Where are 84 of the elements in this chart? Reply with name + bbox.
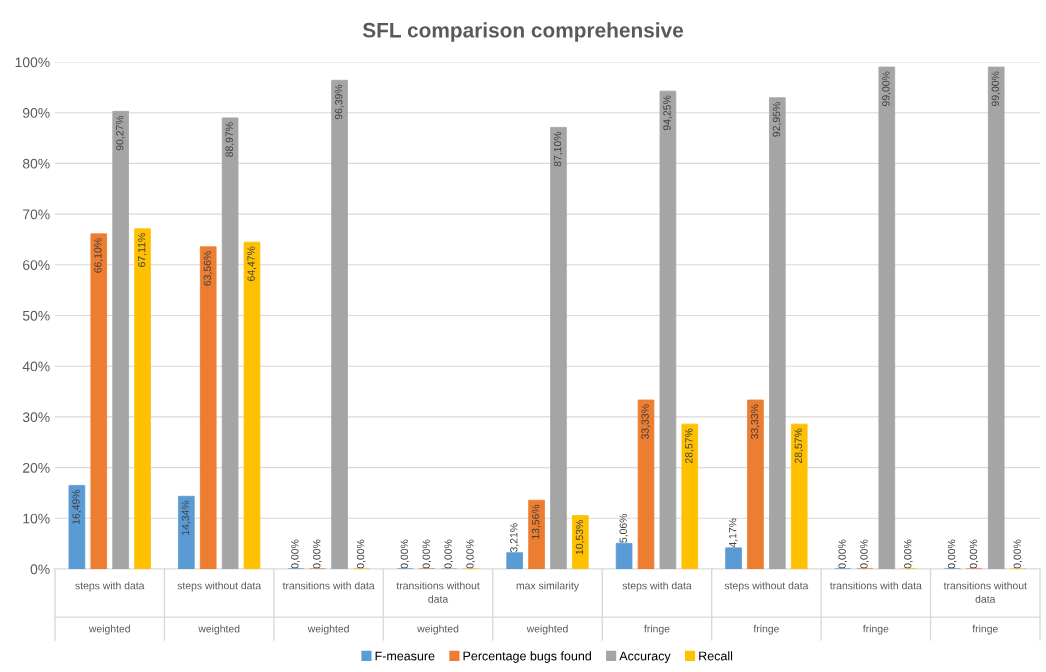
- data-label: 94,25%: [663, 95, 672, 131]
- bar: [878, 66, 896, 569]
- data-label: 66,10%: [94, 238, 103, 273]
- y-tick-label: 60%: [23, 260, 50, 270]
- bar: [221, 117, 239, 569]
- data-label: 0,00%: [313, 539, 322, 569]
- data-label: 33,33%: [750, 404, 760, 439]
- data-label: 63,56%: [203, 251, 213, 286]
- data-label: 10,53%: [575, 520, 585, 555]
- bar: [572, 515, 589, 569]
- chart-title: SFL comparison comprehensive: [362, 22, 684, 42]
- bar: [90, 233, 108, 569]
- bar: [112, 110, 129, 569]
- data-label: 5,06%: [619, 513, 629, 543]
- y-tick-label: 80%: [22, 158, 50, 169]
- bar: [550, 126, 567, 569]
- data-label: 0,00%: [466, 539, 475, 569]
- category-label: transitions without data fringe: [943, 581, 1027, 635]
- bar: [681, 423, 699, 569]
- bar: [199, 246, 217, 569]
- bar: [769, 97, 786, 569]
- data-label: 0,00%: [422, 539, 432, 569]
- data-label: 0,00%: [1013, 539, 1023, 569]
- category-label: steps with data fringe: [622, 581, 692, 635]
- bar: [243, 241, 261, 569]
- bar: [506, 552, 523, 569]
- bar: [637, 399, 655, 569]
- data-label: 33,33%: [641, 404, 651, 439]
- y-tick-label: 50%: [22, 310, 50, 321]
- data-label: 0,00%: [904, 539, 913, 569]
- data-label: 99,00%: [882, 71, 891, 106]
- category-label: steps without data weighted: [177, 581, 262, 635]
- legend-label: Accuracy: [619, 651, 671, 663]
- bar: [134, 228, 151, 569]
- data-label: 0,00%: [838, 539, 848, 569]
- data-label: 0,00%: [969, 539, 979, 569]
- y-tick-label: 30%: [22, 412, 50, 423]
- data-label: 28,57%: [685, 428, 694, 464]
- y-tick-label: 90%: [22, 108, 50, 118]
- bar: [987, 66, 1005, 569]
- legend-label: F-measure: [375, 651, 435, 661]
- data-label: 28,57%: [794, 428, 804, 464]
- data-label: 0,00%: [860, 539, 869, 569]
- bar: [68, 484, 86, 569]
- data-label: 88,97%: [225, 122, 235, 157]
- data-label: 16,49%: [72, 489, 81, 524]
- legend-label: Recall: [699, 651, 733, 661]
- bar: [725, 547, 742, 569]
- data-label: 0,00%: [356, 539, 366, 569]
- y-tick-label: 0%: [30, 564, 50, 575]
- category-label: steps with data weighted: [75, 581, 145, 635]
- y-tick-label: 70%: [23, 209, 50, 220]
- data-label: 0,00%: [291, 539, 300, 569]
- y-tick-label: 40%: [22, 361, 50, 372]
- y-tick-label: 20%: [23, 462, 50, 473]
- data-label: 4,17%: [729, 518, 738, 548]
- y-tick-label: 10%: [23, 513, 50, 524]
- bar: [659, 90, 677, 569]
- category-label: transitions with data weighted: [282, 581, 375, 635]
- data-label: 13,56%: [531, 504, 541, 539]
- bar: [528, 499, 545, 569]
- bar: [331, 79, 348, 569]
- bar: [615, 542, 633, 569]
- data-label: 96,39%: [334, 84, 344, 120]
- data-label: 92,95%: [772, 102, 782, 137]
- category-label: max similarity weighted: [516, 581, 580, 635]
- data-label: 90,27%: [116, 115, 125, 151]
- data-label: 14,34%: [181, 500, 191, 535]
- data-label: 87,10%: [553, 131, 563, 167]
- data-label: 64,47%: [247, 246, 257, 281]
- data-label: 67,11%: [137, 233, 147, 267]
- data-label: 0,00%: [444, 539, 454, 569]
- y-tick-label: 100%: [15, 57, 50, 68]
- legend-label: Percentage bugs found: [463, 651, 591, 663]
- bar: [178, 495, 195, 569]
- data-label: 3,21%: [510, 523, 519, 553]
- category-label: steps without data fringe: [724, 581, 809, 635]
- bar: [747, 399, 764, 569]
- bar: [790, 423, 808, 569]
- data-label: 0,00%: [400, 539, 410, 569]
- category-label: transitions with data fringe: [829, 581, 922, 635]
- data-label: 0,00%: [947, 539, 957, 569]
- data-label: 99,00%: [991, 71, 1001, 106]
- category-label: transitions without data weighted: [396, 581, 480, 635]
